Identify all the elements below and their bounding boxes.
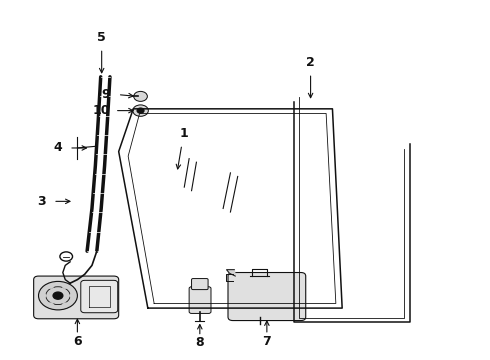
Text: 1: 1 — [180, 127, 189, 140]
Text: 5: 5 — [98, 31, 106, 44]
Circle shape — [62, 284, 68, 288]
Text: 8: 8 — [196, 337, 204, 350]
Circle shape — [48, 284, 53, 288]
Circle shape — [62, 303, 68, 307]
Text: 3: 3 — [38, 195, 46, 208]
Text: 6: 6 — [73, 336, 82, 348]
Circle shape — [41, 293, 46, 298]
Text: 9: 9 — [102, 88, 110, 101]
FancyBboxPatch shape — [81, 280, 118, 313]
Text: 10: 10 — [93, 104, 110, 117]
Circle shape — [137, 108, 144, 113]
Circle shape — [133, 105, 148, 116]
Text: 2: 2 — [306, 56, 315, 69]
Text: 7: 7 — [263, 336, 271, 348]
Circle shape — [60, 252, 73, 261]
Circle shape — [48, 303, 53, 307]
Polygon shape — [226, 270, 235, 276]
FancyBboxPatch shape — [34, 276, 119, 319]
Text: 4: 4 — [53, 141, 62, 154]
Circle shape — [39, 282, 77, 310]
FancyBboxPatch shape — [189, 287, 211, 314]
Circle shape — [134, 91, 147, 102]
FancyBboxPatch shape — [192, 279, 208, 289]
Circle shape — [70, 293, 75, 298]
Circle shape — [53, 292, 63, 299]
FancyBboxPatch shape — [228, 273, 306, 320]
